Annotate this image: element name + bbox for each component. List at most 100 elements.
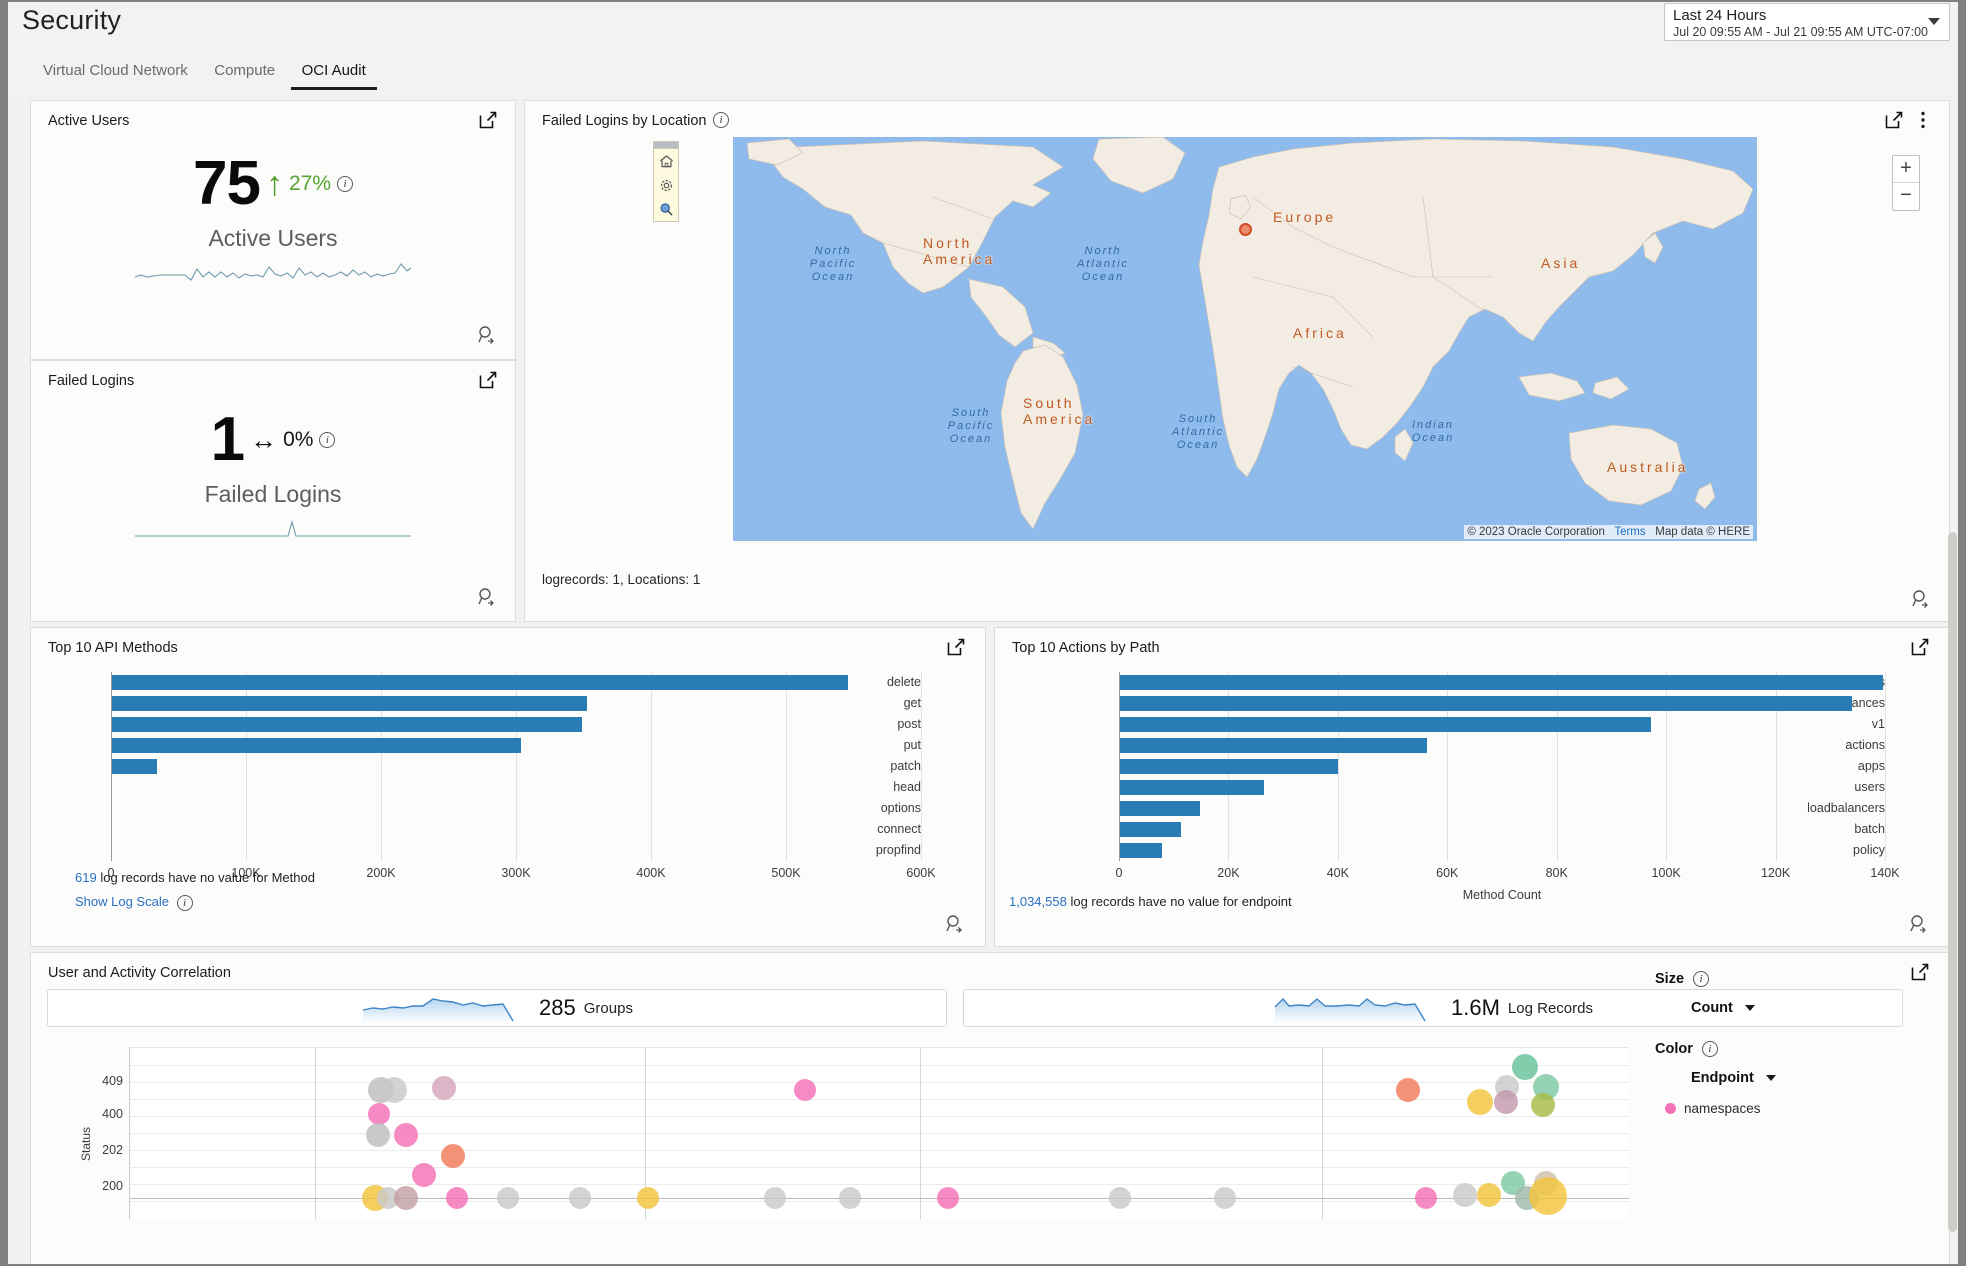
- scatter-point[interactable]: [1531, 1092, 1555, 1117]
- map-terms-link[interactable]: Terms: [1614, 526, 1646, 538]
- bar-row[interactable]: loadbalancers: [1009, 798, 1885, 819]
- scatter-point[interactable]: [1415, 1186, 1437, 1209]
- kebab-menu-icon[interactable]: [1921, 111, 1925, 134]
- scatter-point[interactable]: [1214, 1186, 1236, 1209]
- info-icon[interactable]: i: [1693, 971, 1710, 987]
- scatter-point[interactable]: [1109, 1186, 1131, 1209]
- scatter-point[interactable]: [381, 1076, 407, 1103]
- page-scrollbar[interactable]: [1948, 532, 1957, 1232]
- no-value-count[interactable]: 1,034,558: [1009, 894, 1067, 909]
- info-icon[interactable]: i: [713, 112, 729, 128]
- bar-row[interactable]: batch: [1009, 819, 1885, 840]
- scatter-point[interactable]: [569, 1186, 591, 1209]
- bar-row[interactable]: delete: [45, 672, 921, 693]
- info-icon[interactable]: i: [1701, 1041, 1718, 1057]
- gear-icon[interactable]: [654, 173, 678, 197]
- scatter-point[interactable]: [394, 1185, 418, 1210]
- info-icon[interactable]: i: [319, 432, 336, 448]
- bar[interactable]: [112, 696, 588, 711]
- bar-row[interactable]: apps: [1009, 756, 1885, 777]
- map-zoom-controls[interactable]: + −: [1892, 155, 1920, 211]
- scatter-point[interactable]: [1477, 1182, 1501, 1207]
- bar[interactable]: [1120, 843, 1162, 858]
- scatter-point[interactable]: [365, 1122, 390, 1147]
- scatter-point[interactable]: [394, 1122, 418, 1147]
- info-icon[interactable]: i: [337, 176, 353, 192]
- popout-icon[interactable]: [479, 111, 497, 129]
- scatter-point[interactable]: [839, 1186, 861, 1209]
- scatter-point[interactable]: [936, 1186, 959, 1209]
- explore-icon[interactable]: [477, 587, 497, 607]
- bar[interactable]: [1120, 801, 1200, 816]
- zoom-select-icon[interactable]: [654, 197, 678, 221]
- legend-item[interactable]: namespaces: [1665, 1101, 1935, 1116]
- bar-row[interactable]: actions: [1009, 735, 1885, 756]
- map-body[interactable]: North Pacific Ocean North Atlantic Ocean Sou…: [538, 137, 1936, 559]
- scatter-point[interactable]: [446, 1186, 468, 1209]
- bar[interactable]: [1120, 738, 1428, 753]
- popout-icon[interactable]: [1911, 963, 1929, 981]
- bar-row[interactable]: connect: [45, 819, 921, 840]
- scatter-point[interactable]: [431, 1076, 456, 1101]
- tab-oci-audit[interactable]: OCI Audit: [290, 62, 377, 90]
- size-dropdown[interactable]: Count: [1691, 999, 1935, 1017]
- bar-row[interactable]: v1: [1009, 714, 1885, 735]
- bar-row[interactable]: users: [1009, 777, 1885, 798]
- chevron-down-icon[interactable]: [1745, 1004, 1756, 1011]
- chevron-down-icon[interactable]: [1766, 1074, 1777, 1081]
- bar[interactable]: [1120, 717, 1651, 732]
- bar-row[interactable]: patch: [45, 756, 921, 777]
- bar[interactable]: [1120, 780, 1264, 795]
- scatter-point[interactable]: [1528, 1177, 1567, 1216]
- bar-row[interactable]: get: [45, 693, 921, 714]
- scatter-point[interactable]: [440, 1143, 465, 1168]
- bar-row[interactable]: put: [45, 735, 921, 756]
- explore-icon[interactable]: [477, 325, 497, 345]
- date-range-selector[interactable]: Last 24 Hours Jul 20 09:55 AM - Jul 21 0…: [1664, 3, 1950, 41]
- popout-icon[interactable]: [479, 371, 497, 389]
- scatter-point[interactable]: [1396, 1077, 1420, 1102]
- scatter-point[interactable]: [1453, 1182, 1477, 1207]
- bar[interactable]: [112, 675, 848, 690]
- groups-tile[interactable]: 285 Groups: [47, 989, 947, 1027]
- scatter-point[interactable]: [1493, 1089, 1518, 1114]
- scatter-point[interactable]: [497, 1186, 519, 1209]
- bar-row[interactable]: post: [45, 714, 921, 735]
- popout-icon[interactable]: [1911, 638, 1929, 656]
- bar[interactable]: [112, 759, 157, 774]
- bar-row[interactable]: head: [45, 777, 921, 798]
- explore-icon[interactable]: [945, 914, 965, 934]
- zoom-out-button[interactable]: −: [1900, 184, 1912, 206]
- scatter-point[interactable]: [1467, 1088, 1493, 1115]
- map-toolbar[interactable]: [653, 141, 679, 222]
- tab-compute[interactable]: Compute: [214, 62, 276, 79]
- bar-row[interactable]: options: [45, 798, 921, 819]
- bar[interactable]: [1120, 675, 1884, 690]
- no-value-count[interactable]: 619: [75, 870, 97, 885]
- color-dropdown[interactable]: Endpoint: [1691, 1069, 1935, 1087]
- show-log-scale-link[interactable]: Show Log Scale: [75, 894, 169, 909]
- bar-row[interactable]: namespaces: [1009, 672, 1885, 693]
- explore-icon[interactable]: [1911, 589, 1931, 609]
- bar[interactable]: [1120, 822, 1181, 837]
- bar[interactable]: [1120, 696, 1853, 711]
- bar[interactable]: [112, 717, 582, 732]
- toolbar-grip[interactable]: [654, 142, 678, 149]
- bar-row[interactable]: propfind: [45, 840, 921, 861]
- popout-icon[interactable]: [1885, 111, 1903, 129]
- bar-row[interactable]: policy: [1009, 840, 1885, 861]
- scatter-point[interactable]: [794, 1078, 816, 1101]
- map-marker[interactable]: [1239, 223, 1252, 236]
- log-records-tile[interactable]: 1.6M Log Records: [963, 989, 1903, 1027]
- chevron-down-icon[interactable]: [1928, 18, 1940, 25]
- tab-virtual-cloud-network[interactable]: Virtual Cloud Network: [43, 62, 188, 79]
- scatter-point[interactable]: [636, 1186, 659, 1209]
- scatter-point[interactable]: [764, 1186, 786, 1209]
- bar[interactable]: [112, 738, 522, 753]
- home-icon[interactable]: [654, 149, 678, 173]
- scatter-point[interactable]: [368, 1102, 390, 1125]
- popout-icon[interactable]: [947, 638, 965, 656]
- zoom-in-button[interactable]: +: [1893, 156, 1919, 183]
- scatter-point[interactable]: [412, 1163, 436, 1188]
- info-icon[interactable]: i: [176, 894, 193, 911]
